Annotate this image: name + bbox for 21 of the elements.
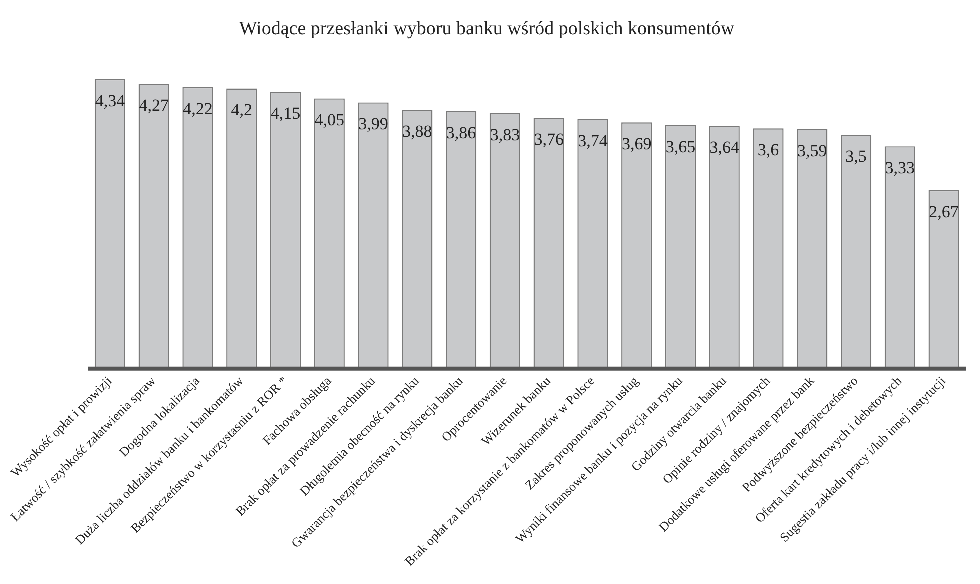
data-label: 3,59 xyxy=(798,141,828,160)
data-label: 3,74 xyxy=(578,131,608,150)
data-label: 3,69 xyxy=(622,134,652,154)
data-label: 3,33 xyxy=(885,158,916,178)
data-label: 3,86 xyxy=(446,123,476,142)
data-label: 3,65 xyxy=(666,137,696,156)
data-label: 3,83 xyxy=(490,125,520,144)
data-label: 3,99 xyxy=(358,114,388,134)
data-label: 4,22 xyxy=(183,99,213,118)
data-label: 4,05 xyxy=(314,110,345,130)
data-label: 2,67 xyxy=(929,202,960,222)
data-label: 4,34 xyxy=(95,91,126,110)
data-label: 3,64 xyxy=(710,138,740,157)
data-label: 4,15 xyxy=(270,104,301,124)
data-label: 3,88 xyxy=(402,122,432,141)
data-label: 3,6 xyxy=(758,140,780,160)
data-label: 3,76 xyxy=(534,130,564,149)
chart-title: Wiodące przesłanki wyboru banku wśród polskich konsumentów xyxy=(239,18,735,40)
data-label: 4,27 xyxy=(139,96,170,116)
data-label: 4,2 xyxy=(231,100,252,120)
data-label: 3,5 xyxy=(846,147,867,166)
